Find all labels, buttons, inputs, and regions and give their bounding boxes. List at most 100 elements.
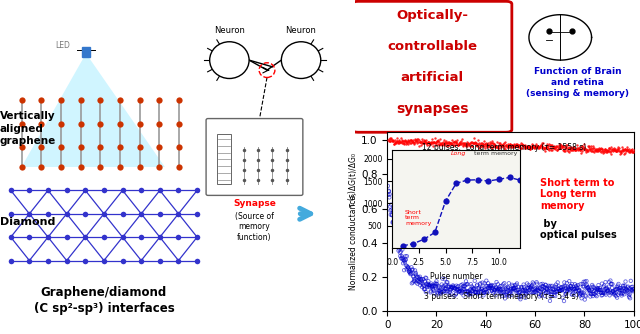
Point xyxy=(402,139,412,145)
Point xyxy=(451,140,461,145)
Point xyxy=(480,289,490,295)
Point xyxy=(594,148,604,153)
Point xyxy=(521,290,531,295)
Point xyxy=(456,139,466,144)
Point xyxy=(444,140,454,145)
Point xyxy=(594,145,604,151)
Point xyxy=(474,138,484,143)
Point xyxy=(390,139,400,144)
Point xyxy=(600,147,610,152)
Point xyxy=(397,256,407,262)
Point xyxy=(462,281,472,287)
Point xyxy=(393,236,403,241)
Point xyxy=(488,143,498,148)
Point xyxy=(564,146,574,151)
Point xyxy=(561,292,572,297)
Point xyxy=(618,283,628,288)
Point xyxy=(620,283,630,288)
Point xyxy=(618,146,628,152)
Point xyxy=(621,147,631,153)
Point xyxy=(569,286,579,292)
Point xyxy=(568,286,578,292)
Point xyxy=(483,281,493,286)
Point xyxy=(522,291,532,297)
Point xyxy=(538,289,548,295)
Point xyxy=(553,144,563,150)
Point xyxy=(551,284,561,290)
Point xyxy=(446,140,456,145)
Point xyxy=(622,288,632,294)
Point xyxy=(415,280,425,285)
Point xyxy=(409,277,419,282)
Point xyxy=(497,290,507,296)
Point xyxy=(388,138,399,143)
Point xyxy=(542,287,552,292)
Point xyxy=(501,285,511,290)
Point xyxy=(399,141,409,146)
Point xyxy=(415,143,426,148)
Point xyxy=(570,147,580,152)
Point xyxy=(585,289,595,294)
Point xyxy=(413,274,423,280)
Point xyxy=(452,287,462,293)
Point xyxy=(390,140,400,145)
Point xyxy=(442,143,452,148)
Point xyxy=(541,144,551,150)
Point xyxy=(475,145,485,150)
Point xyxy=(543,288,554,293)
Point xyxy=(495,143,506,148)
Point xyxy=(582,148,593,153)
Point xyxy=(442,140,452,145)
Point xyxy=(534,144,544,149)
Text: by
optical pulses: by optical pulses xyxy=(540,219,617,240)
Point xyxy=(612,283,623,288)
Point xyxy=(541,286,552,291)
Point xyxy=(451,286,461,291)
Point xyxy=(383,183,393,189)
Point xyxy=(534,146,545,151)
Point xyxy=(565,148,575,153)
Point xyxy=(428,143,438,148)
Point xyxy=(495,144,506,150)
Point xyxy=(390,140,401,145)
Point xyxy=(523,285,533,291)
Point xyxy=(474,287,484,292)
Point xyxy=(525,146,536,152)
Text: 12 pulses:  Long term memory (τ= 1558 s): 12 pulses: Long term memory (τ= 1558 s) xyxy=(422,143,586,152)
Point xyxy=(463,289,473,295)
Point xyxy=(613,281,623,287)
Point xyxy=(588,143,598,149)
Point xyxy=(420,138,431,143)
Point xyxy=(620,279,630,284)
Point xyxy=(601,286,611,292)
Point xyxy=(537,143,547,148)
Point xyxy=(508,288,518,293)
Point xyxy=(386,137,396,142)
Point xyxy=(575,145,585,150)
Point xyxy=(436,289,447,295)
Point xyxy=(400,137,410,143)
Point xyxy=(596,293,607,298)
Point xyxy=(510,144,520,149)
Point xyxy=(559,144,569,149)
Point xyxy=(455,288,465,294)
Point xyxy=(393,239,403,244)
Point xyxy=(502,144,513,149)
Point xyxy=(505,143,515,148)
Point xyxy=(430,281,440,286)
Point xyxy=(566,283,576,289)
Point xyxy=(541,290,551,295)
Point xyxy=(436,141,446,146)
Point xyxy=(596,146,607,151)
Point xyxy=(516,146,527,151)
Point xyxy=(394,244,404,250)
Point xyxy=(394,237,404,242)
Point xyxy=(616,151,626,156)
Point xyxy=(571,148,581,153)
Point xyxy=(436,291,446,296)
Point xyxy=(582,282,592,288)
Point xyxy=(439,288,449,294)
Point xyxy=(407,138,417,144)
Point xyxy=(573,289,583,294)
Point xyxy=(472,143,483,148)
